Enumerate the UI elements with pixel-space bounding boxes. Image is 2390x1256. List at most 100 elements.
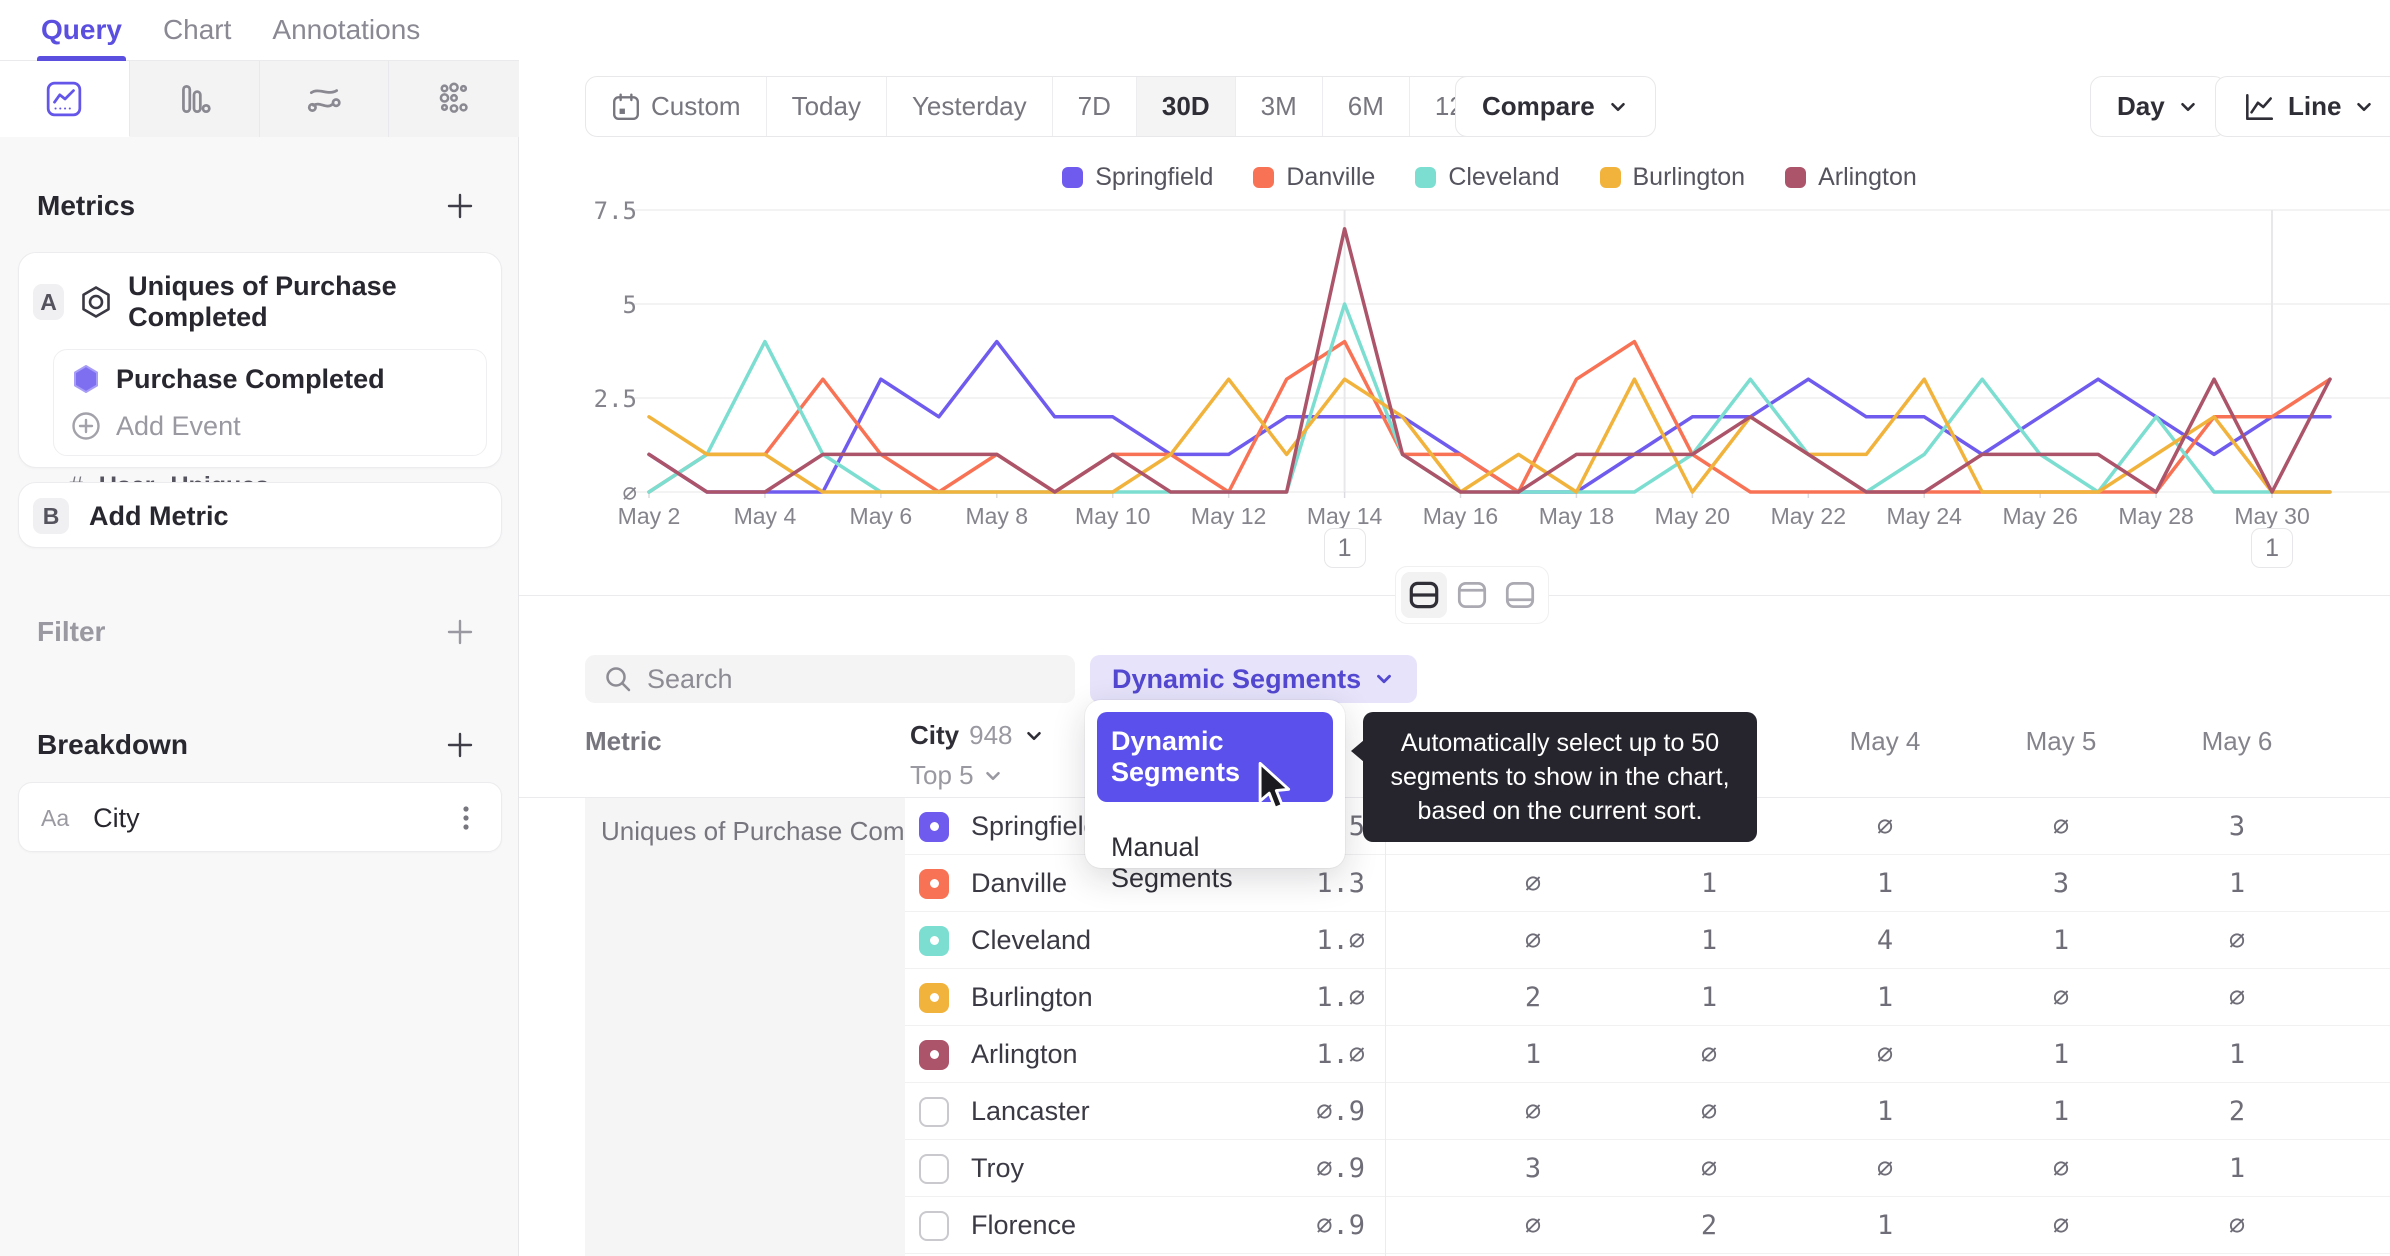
- breakdown-item-city[interactable]: Aa City: [18, 782, 502, 852]
- dropdown-item-dynamic-segments[interactable]: Dynamic Segments: [1097, 712, 1333, 802]
- city-cell: Cleveland: [919, 912, 1091, 969]
- chevron-down-icon: [2177, 96, 2199, 118]
- add-breakdown-plus-button[interactable]: [442, 727, 478, 763]
- legend-item-arlington[interactable]: Arlington: [1785, 163, 1917, 192]
- chart-toolbar: CustomTodayYesterday7D30D3M6M12MXTD Comp…: [519, 76, 2390, 137]
- legend-item-danville[interactable]: Danville: [1253, 163, 1375, 192]
- line-chart[interactable]: ∅ 2.5 5 7.5 May 2 May 4 May 6 May 8 May 10 May 12…: [519, 160, 2390, 560]
- table-row-troy: Troy ∅.9 3 ∅ ∅ ∅ 1: [905, 1140, 2390, 1197]
- segment-checkbox[interactable]: [919, 925, 949, 956]
- svg-text:May 20: May 20: [1655, 503, 1730, 529]
- chart-type-bar-button[interactable]: [129, 61, 260, 137]
- date-column-header: May 6: [2201, 726, 2273, 756]
- metric-a-row[interactable]: A Uniques of Purchase Completed: [19, 253, 501, 343]
- event-row-purchase-completed[interactable]: Purchase Completed: [54, 350, 486, 408]
- day-value: 1: [2052, 925, 2070, 956]
- svg-text:2.5: 2.5: [594, 385, 637, 413]
- tab-annotations[interactable]: Annotations: [272, 14, 421, 45]
- dropdown-item-manual-segments[interactable]: Manual Segments: [1111, 832, 1233, 893]
- add-metric-plus-button[interactable]: [442, 188, 478, 224]
- chart-series-arlington[interactable]: [647, 227, 2332, 494]
- segments-mode-label: Dynamic Segments: [1112, 663, 1362, 694]
- chart-type-line-button[interactable]: [0, 61, 130, 137]
- annotation-badge-may-30[interactable]: 1: [2251, 528, 2294, 568]
- layout-toggle-split-view[interactable]: [1401, 572, 1447, 618]
- date-range-3m[interactable]: 3M: [1236, 77, 1323, 136]
- svg-text:May 12: May 12: [1191, 503, 1266, 529]
- day-value: ∅: [1700, 1153, 1718, 1184]
- legend-label: Cleveland: [1448, 163, 1560, 191]
- chart-legend: Springfield Danville Cleveland Burlington Ar…: [649, 163, 2330, 192]
- date-range-6m[interactable]: 6M: [1323, 77, 1410, 136]
- date-range-30d[interactable]: 30D: [1136, 77, 1236, 136]
- add-filter-plus-button[interactable]: [442, 614, 478, 650]
- filter-header: Filter: [37, 614, 478, 650]
- segment-checkbox[interactable]: [919, 811, 949, 842]
- segment-checkbox[interactable]: [919, 1153, 949, 1184]
- city-name: Cleveland: [971, 925, 1092, 955]
- svg-text:May 16: May 16: [1423, 503, 1498, 529]
- search-input[interactable]: [647, 663, 1057, 695]
- tab-chart[interactable]: Chart: [162, 14, 232, 45]
- interval-label: Day: [2117, 91, 2165, 121]
- annotation-badge-may-14[interactable]: 1: [1323, 528, 1366, 568]
- segment-checkbox[interactable]: [919, 1039, 949, 1070]
- interval-button[interactable]: Day: [2090, 76, 2226, 137]
- city-name: Arlington: [971, 1039, 1078, 1069]
- date-range-7d[interactable]: 7D: [1053, 77, 1137, 136]
- legend-item-springfield[interactable]: Springfield: [1062, 163, 1213, 192]
- layout-toggle-top-panel-view[interactable]: [1449, 572, 1495, 618]
- metric-hexagon-icon: [78, 284, 114, 320]
- date-range-label: 3M: [1260, 91, 1297, 121]
- add-event-button[interactable]: Add Event: [54, 408, 486, 455]
- legend-item-cleveland[interactable]: Cleveland: [1415, 163, 1560, 192]
- chart-series-burlington[interactable]: [647, 377, 2332, 494]
- metric-cell-panel: Uniques of Purchase Com...: [585, 798, 905, 1256]
- chart-series-danville[interactable]: [647, 339, 2332, 494]
- sidebar-tab-bar: Query Chart Annotations: [0, 0, 519, 61]
- date-range-today[interactable]: Today: [767, 77, 887, 136]
- compare-button[interactable]: Compare: [1455, 76, 1656, 137]
- layout-toggle-bottom-panel-view[interactable]: [1497, 572, 1543, 618]
- chevron-down-icon: [2353, 96, 2375, 118]
- table-row-arlington: Arlington 1.∅ 1 ∅ ∅ 1 1: [905, 1026, 2390, 1083]
- segment-checkbox[interactable]: [919, 868, 949, 899]
- legend-item-burlington[interactable]: Burlington: [1599, 163, 1746, 192]
- legend-swatch: [1062, 167, 1084, 188]
- day-value: ∅: [1876, 1039, 1894, 1070]
- date-range-label: Yesterday: [911, 91, 1027, 121]
- split-view-icon: [1406, 577, 1442, 613]
- chart-type-flow-button[interactable]: [259, 61, 390, 137]
- segment-search: [585, 655, 1075, 703]
- day-value: 2: [2228, 1096, 2246, 1127]
- top-n-selector[interactable]: Top 5: [910, 760, 1004, 791]
- segment-checkbox[interactable]: [919, 1210, 949, 1241]
- city-cell: Florence: [919, 1197, 1076, 1254]
- string-type-icon: Aa: [41, 804, 70, 831]
- segment-checkbox[interactable]: [919, 982, 949, 1013]
- breakdown-header-label: City: [910, 720, 960, 750]
- breakdown-column-header[interactable]: City 948: [910, 720, 1045, 751]
- city-cell: Burlington: [919, 969, 1093, 1026]
- metric-card-b[interactable]: B Add Metric: [18, 482, 502, 548]
- filter-title: Filter: [37, 616, 106, 647]
- bar-chart-icon: [175, 80, 213, 118]
- legend-label: Springfield: [1095, 163, 1214, 191]
- date-range-yesterday[interactable]: Yesterday: [887, 77, 1053, 136]
- average-value: ∅.9: [1316, 1153, 1365, 1184]
- chart-type-scatter-button[interactable]: [389, 61, 519, 137]
- tab-query[interactable]: Query: [37, 0, 126, 61]
- day-value: ∅: [2228, 982, 2246, 1013]
- legend-label: Burlington: [1632, 163, 1746, 191]
- city-cell: Arlington: [919, 1026, 1078, 1083]
- chart-style-button[interactable]: Line: [2215, 76, 2390, 137]
- day-value: 1: [1876, 868, 1894, 899]
- segments-mode-button[interactable]: Dynamic Segments: [1090, 655, 1418, 703]
- date-range-custom[interactable]: Custom: [586, 77, 767, 136]
- kebab-menu-icon[interactable]: [453, 801, 479, 835]
- day-value: 2: [1700, 1210, 1718, 1241]
- add-event-label: Add Event: [116, 410, 241, 441]
- segment-checkbox[interactable]: [919, 1096, 949, 1127]
- segment-table-body: Uniques of Purchase Com... Springfield 1.…: [519, 798, 2390, 1256]
- table-row-lancaster: Lancaster ∅.9 ∅ ∅ 1 1 2: [905, 1083, 2390, 1140]
